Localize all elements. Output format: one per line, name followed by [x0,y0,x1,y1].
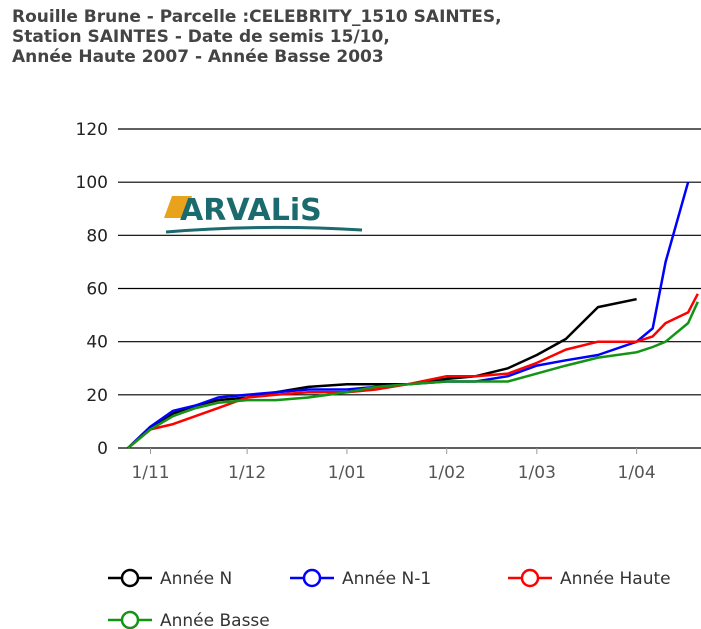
legend-label: Année N-1 [342,569,431,589]
legend-label: Année N [160,569,232,589]
y-tick-label: 0 [97,439,108,459]
x-tick-label: 1/11 [131,463,169,483]
legend-item: Année Haute [508,568,671,589]
legend-swatch [302,568,322,588]
y-tick-label: 80 [86,226,108,246]
chart-title: Station SAINTES - Date de semis 15/10, [12,27,390,47]
series-line [127,297,637,449]
x-tick-label: 1/04 [618,463,656,483]
legend-item: Année Basse [108,610,270,629]
legend-label: Année Haute [560,569,671,589]
y-tick-label: 40 [86,333,108,353]
legend-swatch [120,568,140,588]
logo-swoosh [165,225,363,234]
y-tick-label: 20 [86,386,108,406]
legend-swatch [520,568,540,588]
series-line [127,301,699,449]
chart-title: Rouille Brune - Parcelle :CELEBRITY_1510… [12,7,502,27]
logo: ARVALiS [180,193,322,228]
y-tick-label: 120 [76,120,108,140]
x-tick-label: 1/12 [228,463,266,483]
y-tick-label: 60 [86,280,108,300]
logo-mark [164,196,192,218]
chart-title: Année Haute 2007 - Année Basse 2003 [12,47,384,67]
legend-swatch [120,610,140,629]
legend-item: Année N [108,568,232,589]
series-line [127,293,699,449]
x-tick-label: 1/01 [328,463,366,483]
legend-item: Année N-1 [290,568,431,589]
x-tick-label: 1/03 [518,463,556,483]
x-tick-label: 1/02 [428,463,466,483]
y-tick-label: 100 [76,173,108,193]
legend-label: Année Basse [160,611,270,629]
